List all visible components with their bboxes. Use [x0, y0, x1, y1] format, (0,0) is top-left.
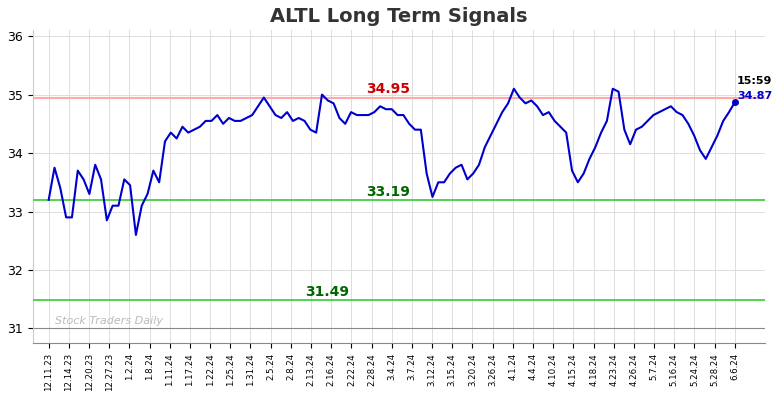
Text: 31.49: 31.49 [305, 285, 349, 299]
Text: 34.95: 34.95 [365, 82, 410, 96]
Text: 33.19: 33.19 [366, 185, 410, 199]
Title: ALTL Long Term Signals: ALTL Long Term Signals [270, 7, 528, 26]
Text: 34.87: 34.87 [737, 91, 772, 101]
Text: 15:59: 15:59 [737, 76, 772, 86]
Text: Stock Traders Daily: Stock Traders Daily [55, 316, 162, 326]
